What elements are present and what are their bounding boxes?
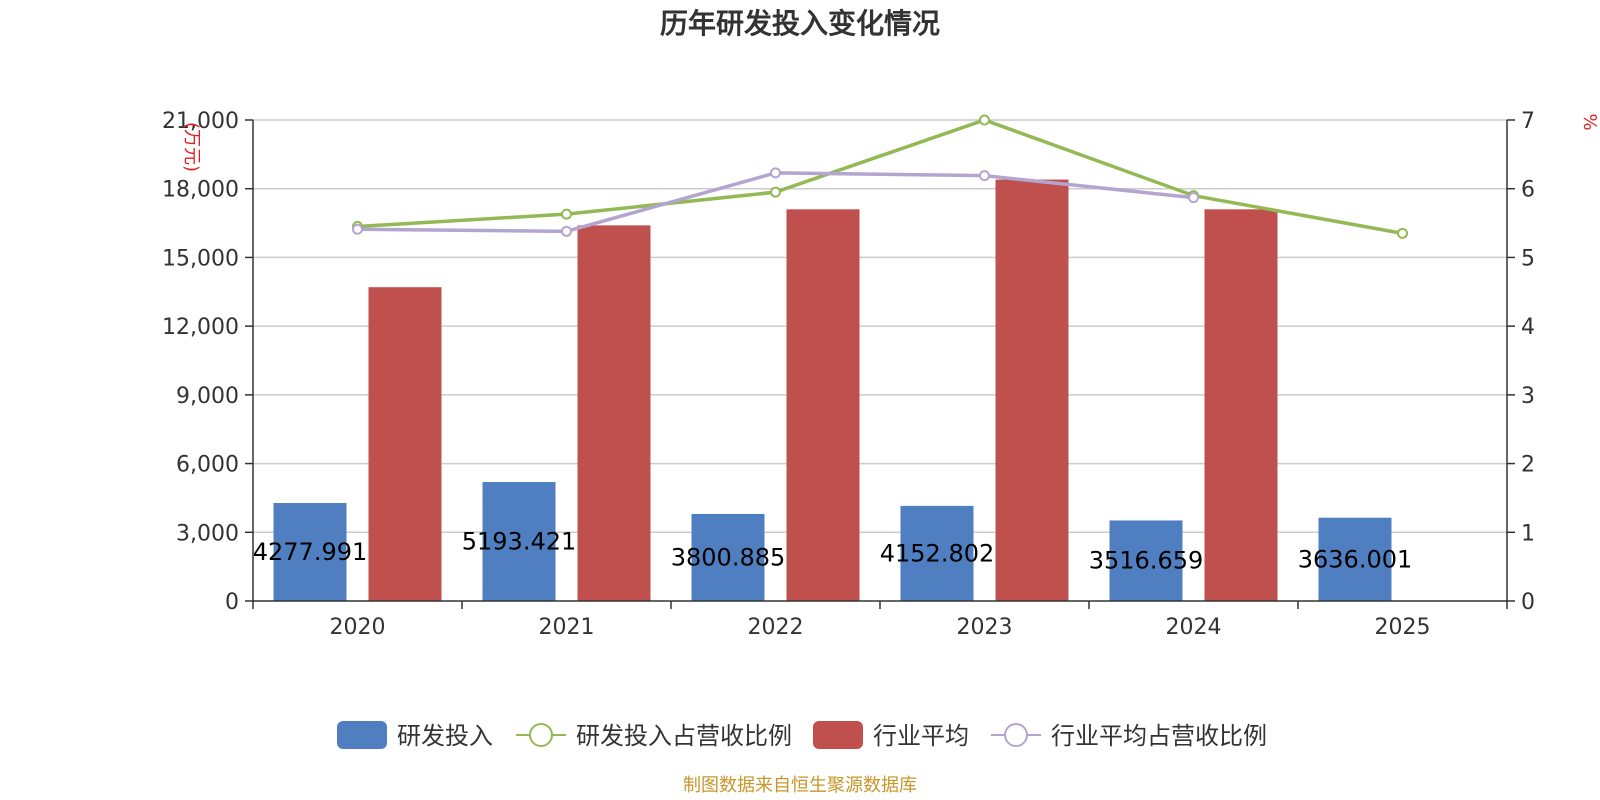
- right-tick-label: 6: [1521, 178, 1535, 203]
- series-line: [357, 118, 1403, 236]
- legend-label: 研发投入占营收比例: [576, 722, 792, 750]
- left-tick-label: 9,000: [176, 384, 239, 409]
- line-point: [352, 223, 363, 235]
- bar: [691, 513, 765, 601]
- bar-data-label: 3800.885: [671, 543, 786, 571]
- axes: 0 0 3,000 1 6,000 2 9,000 3 12,000 4 15,000 5 18,000…: [162, 109, 1535, 640]
- left-tick-label: 21,000: [162, 109, 239, 134]
- right-tick-label: 2: [1521, 453, 1535, 478]
- right-tick-label: 3: [1521, 384, 1535, 409]
- chart-title: 历年研发投入变化情况: [660, 7, 940, 40]
- bar: [368, 287, 442, 601]
- bar: [273, 503, 347, 601]
- bar-data-label: 4152.802: [880, 539, 995, 567]
- bar: [482, 482, 556, 601]
- grid: [253, 119, 1507, 534]
- legend-marker: [529, 723, 553, 747]
- bar-data-label: 4277.991: [253, 538, 368, 566]
- source-note: 制图数据来自恒生聚源数据库: [683, 775, 917, 796]
- bar: [1318, 517, 1392, 601]
- bar: [577, 225, 651, 601]
- x-tick-label: 2025: [1375, 615, 1431, 640]
- line-point: [770, 167, 781, 179]
- right-tick-label: 5: [1521, 246, 1535, 271]
- bar-data-label: 5193.421: [462, 528, 577, 556]
- right-tick-label: 4: [1521, 315, 1535, 340]
- bar: [1109, 520, 1183, 601]
- right-tick-label: 7: [1521, 109, 1535, 134]
- left-tick-label: 6,000: [176, 453, 239, 478]
- line-point: [1397, 227, 1408, 239]
- bars: [273, 179, 1392, 602]
- left-tick-label: 0: [225, 590, 239, 615]
- left-axis-unit: (万元): [181, 122, 202, 172]
- x-tick-label: 2023: [957, 615, 1013, 640]
- line-point: [979, 114, 990, 126]
- left-tick-label: 15,000: [162, 246, 239, 271]
- left-tick-label: 12,000: [162, 315, 239, 340]
- bar-data-label: 3636.001: [1298, 545, 1413, 573]
- data-labels: 4277.991 5193.421 3800.885 4152.802 3516.659…: [253, 528, 1413, 575]
- legend-label: 研发投入: [397, 722, 493, 750]
- left-tick-label: 18,000: [162, 178, 239, 203]
- right-tick-label: 1: [1521, 521, 1535, 546]
- legend-swatch: [813, 721, 863, 749]
- legend-label: 行业平均占营收比例: [1051, 722, 1267, 750]
- legend-swatch: [337, 721, 387, 749]
- lines: [352, 114, 1408, 239]
- bar: [1204, 209, 1278, 602]
- line-point: [770, 186, 781, 198]
- line-point: [561, 208, 572, 220]
- x-tick-label: 2024: [1166, 615, 1222, 640]
- bar-data-label: 3516.659: [1089, 547, 1204, 575]
- line-point: [979, 170, 990, 182]
- line-point: [561, 225, 572, 237]
- bar: [786, 209, 860, 602]
- bar: [900, 505, 974, 601]
- right-tick-label: 0: [1521, 590, 1535, 615]
- line-point: [1188, 192, 1199, 204]
- legend: 研发投入 研发投入占营收比例 行业平均 行业平均占营收比例: [337, 721, 1267, 750]
- x-tick-label: 2022: [748, 615, 804, 640]
- legend-marker: [1004, 723, 1028, 747]
- x-tick-label: 2020: [330, 615, 386, 640]
- legend-label: 行业平均: [873, 722, 969, 750]
- x-tick-label: 2021: [539, 615, 595, 640]
- bar: [995, 179, 1069, 602]
- right-axis-unit: %: [1579, 113, 1600, 130]
- left-tick-label: 3,000: [176, 521, 239, 546]
